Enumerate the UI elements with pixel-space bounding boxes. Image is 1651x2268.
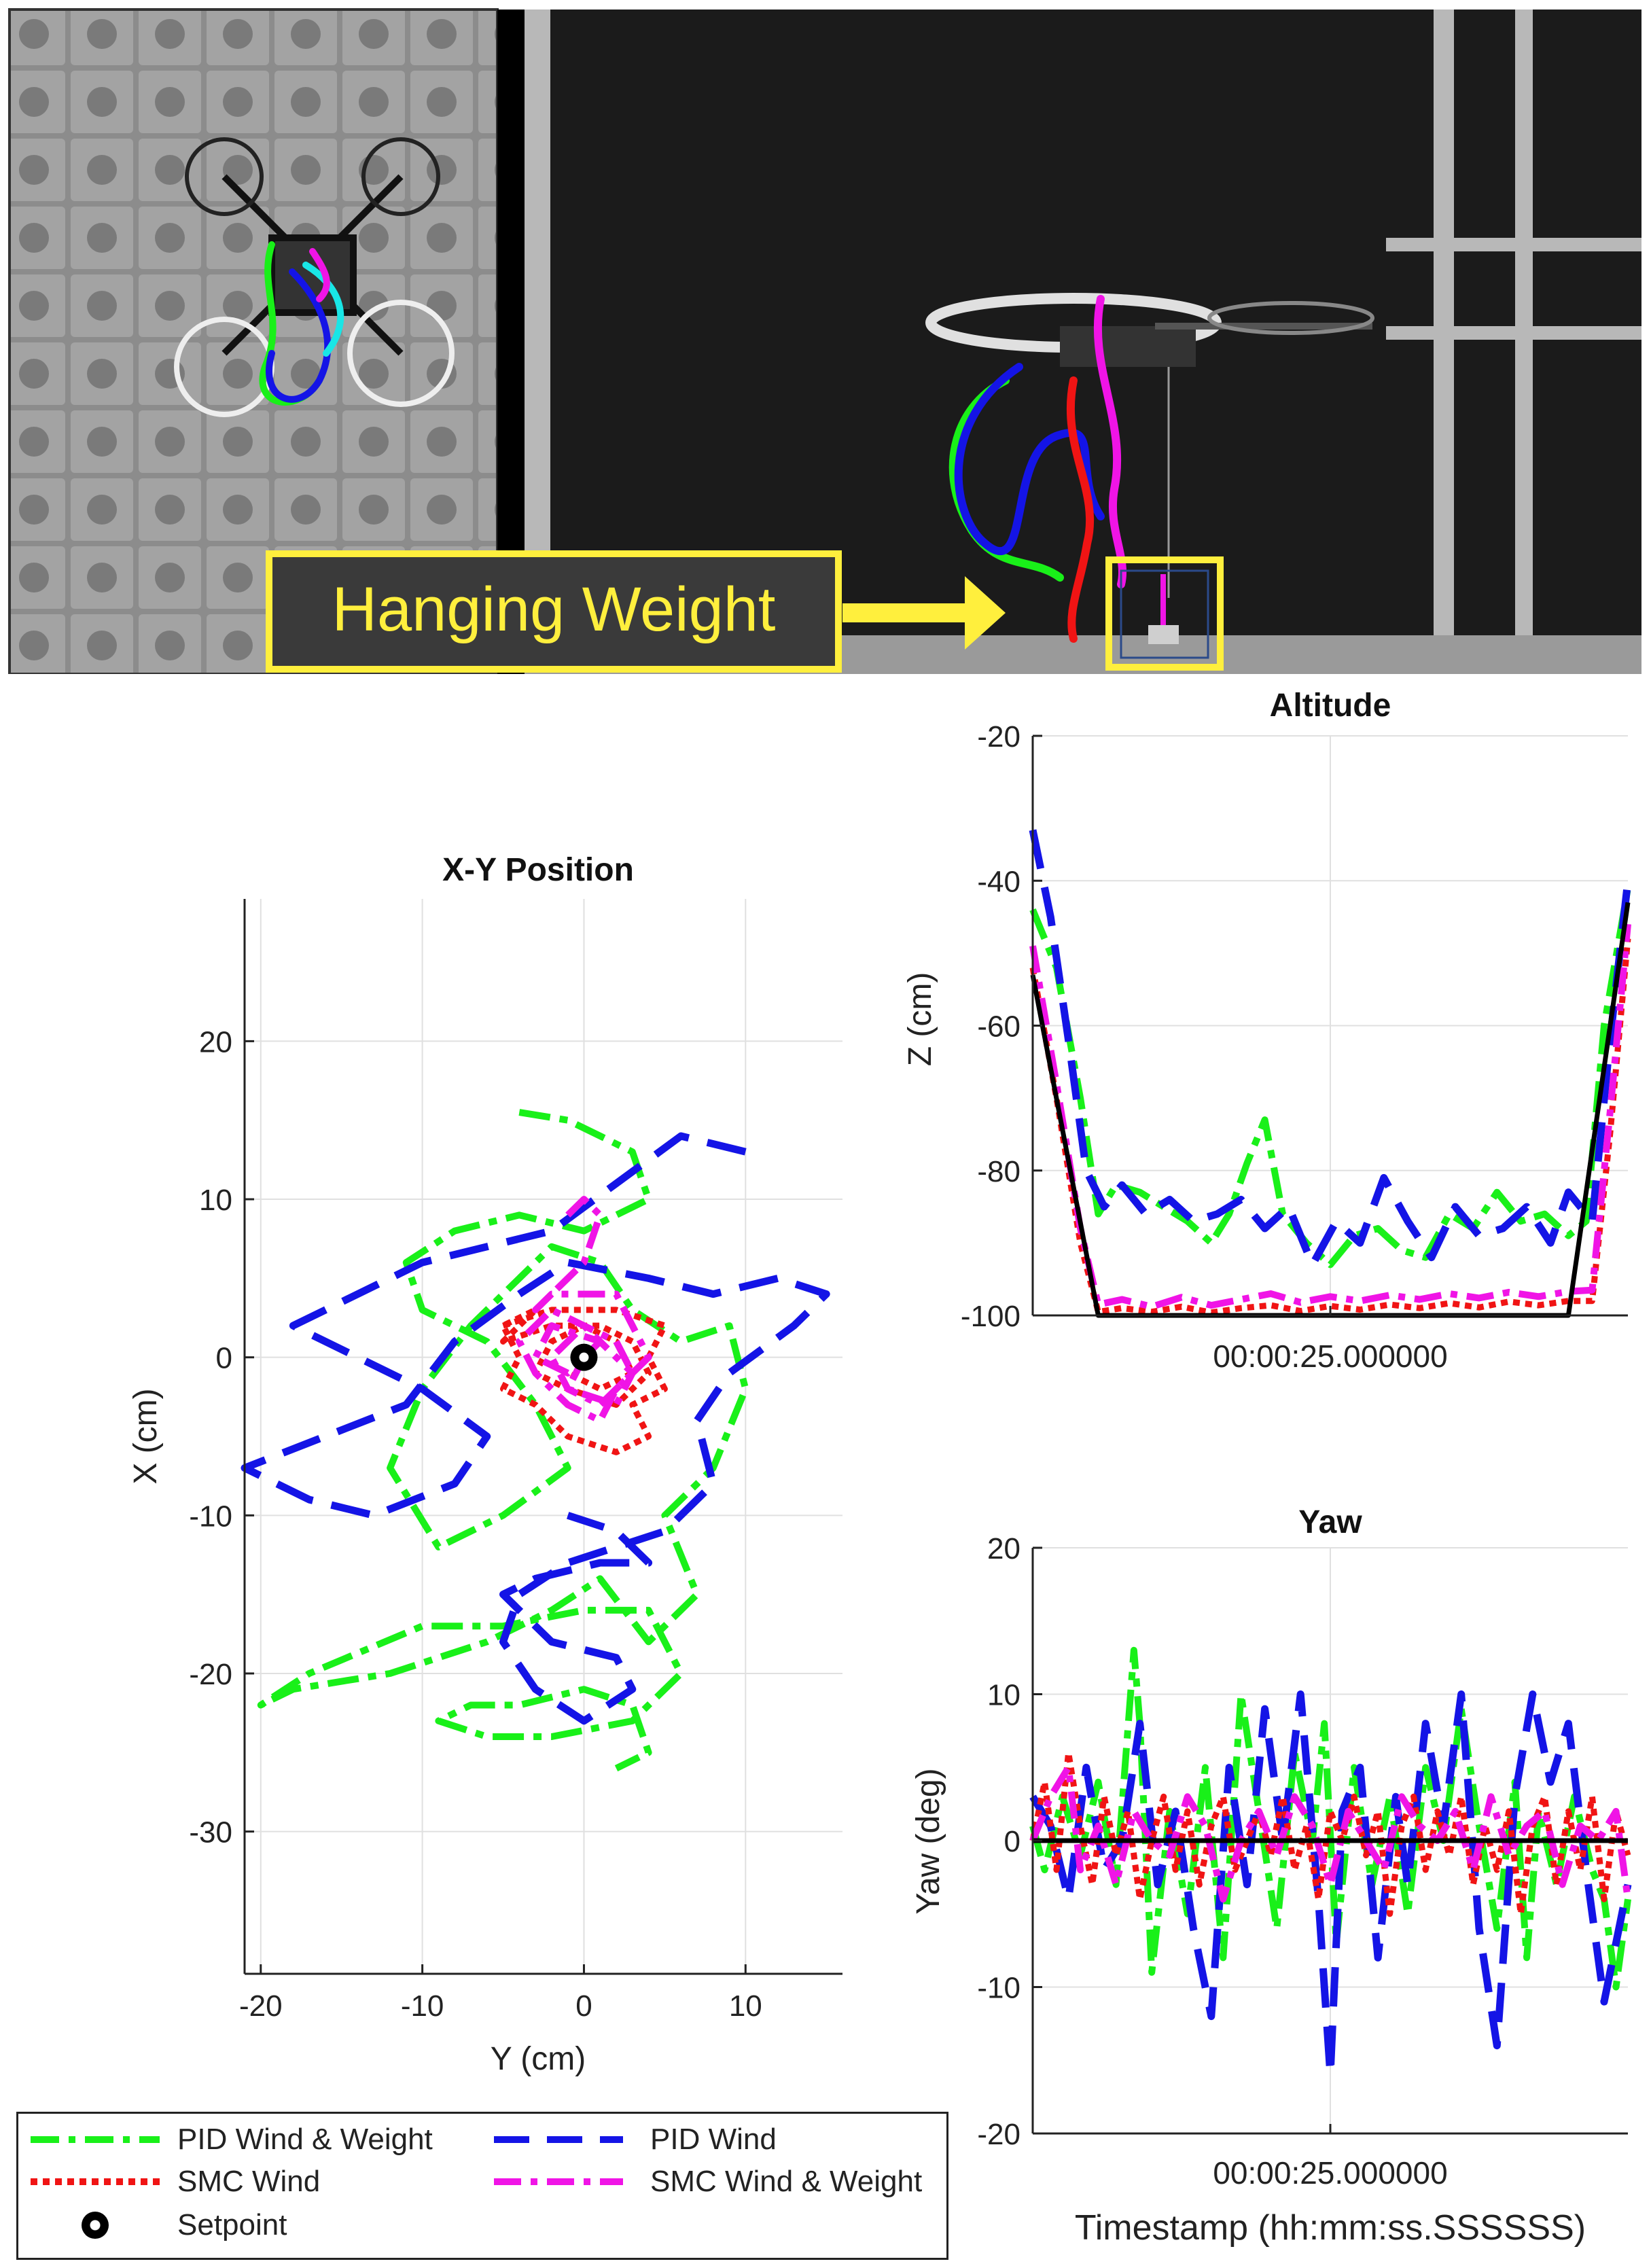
xy-y-label: X (cm) [128,1388,164,1484]
alt-tick-label-y: -20 [977,720,1020,754]
drone-side-view [925,293,1374,598]
xy-tick-label-y: 20 [199,1025,232,1059]
altitude-y-label: Z (cm) [902,972,938,1067]
xy-tick-label-x: -10 [401,1989,444,2023]
xy-tick-label-y: -20 [189,1658,232,1691]
yaw-series-smc-wind-weight [1029,1764,1631,1903]
legend-swatch-smc-wind [31,2178,160,2185]
yaw-tick-label-y: -10 [977,1972,1020,2005]
legend-item-setpoint: Setpoint [31,2206,287,2244]
yaw-chart: Yaw 20 10 0 -10 -20 00:00:25.000000 Timestam… [910,1504,1632,2248]
legend-swatch-pid-wind-weight [31,2136,160,2143]
legend-label: PID Wind & Weight [177,2123,433,2156]
xy-tick-label-y: -10 [189,1500,232,1533]
xy-x-label: Y (cm) [491,2041,586,2077]
yaw-x-label-2: Timestamp (hh:mm:ss.SSSSSS) [1075,2208,1586,2248]
xy-tick-label-y: 10 [199,1184,232,1217]
xy-series-pid-wind [241,1132,830,1725]
yaw-series-pid-wind [1029,1690,1632,2079]
xy-tick-label-x: 10 [729,1989,762,2023]
legend-label: SMC Wind & Weight [650,2165,923,2198]
setpoint-marker-icon [31,2212,160,2239]
yaw-tick-label-y: 20 [987,1532,1020,1565]
legend-item-smc-wind-weight: SMC Wind & Weight [494,2163,922,2201]
xy-title: X-Y Position [442,852,634,888]
alt-tick-label-y: -60 [977,1010,1020,1044]
yaw-x-label: 00:00:25.000000 [1213,2155,1447,2191]
legend-item-smc-wind: SMC Wind [31,2163,320,2201]
yaw-tick-label-y: -20 [977,2118,1020,2151]
yaw-tick-label-y: 0 [1004,1825,1020,1858]
legend-label: PID Wind [650,2123,777,2156]
legend-item-pid-wind-weight: PID Wind & Weight [31,2121,433,2159]
callout-arrow [842,576,1006,650]
legend-swatch-pid-wind [494,2136,623,2143]
trajectory-trace-top [259,241,344,406]
alt-series-pid-wind [1029,829,1632,1269]
hanging-weight-callout [266,550,842,673]
alt-tick-label-y: -100 [961,1300,1020,1333]
hanging-weight-highlight [1105,556,1224,671]
legend-swatch-smc-wind-weight [494,2178,623,2185]
trajectory-trace-side [948,295,1127,643]
legend-label: Setpoint [177,2208,287,2242]
legend-label: SMC Wind [177,2165,321,2198]
yaw-y-label: Yaw (deg) [910,1768,946,1914]
hanging-weight-label: Hanging Weight [332,575,776,644]
xy-tick-label-x: -20 [239,1989,283,2023]
altitude-x-label: 00:00:25.000000 [1213,1339,1447,1374]
altitude-title: Altitude [1270,688,1391,724]
xy-tick-label-y: -30 [189,1816,232,1849]
alt-series-smc-wind-weight [1029,923,1631,1311]
xy-plot-area [245,899,842,1974]
yaw-title: Yaw [1298,1504,1362,1540]
xy-tick-label-y: 0 [216,1342,232,1375]
xy-series-smc-wind [500,1307,668,1455]
xy-position-chart: X-Y Position 20 10 0 -10 -20 -30 -20 -10 0 10 Y (… [128,852,842,2077]
xy-series-smc-wind-weight [516,1196,652,1424]
xy-series-pid-wind-weight [257,1109,749,1772]
legend-item-pid-wind: PID Wind [494,2121,777,2159]
legend: PID Wind & Weight PID Wind SMC Wind SMC … [16,2112,948,2260]
alt-tick-label-y: -80 [977,1155,1020,1188]
xy-tick-label-x: 0 [575,1989,592,2023]
altitude-chart: Altitude -20 -40 -60 -80 -100 00:00:25.00000… [902,688,1632,1374]
yaw-tick-label-y: 10 [987,1679,1020,1712]
alt-tick-label-y: -40 [977,865,1020,898]
setpoint-marker-center [579,1352,589,1362]
experiment-photo: Hanging Weight [8,8,1641,674]
